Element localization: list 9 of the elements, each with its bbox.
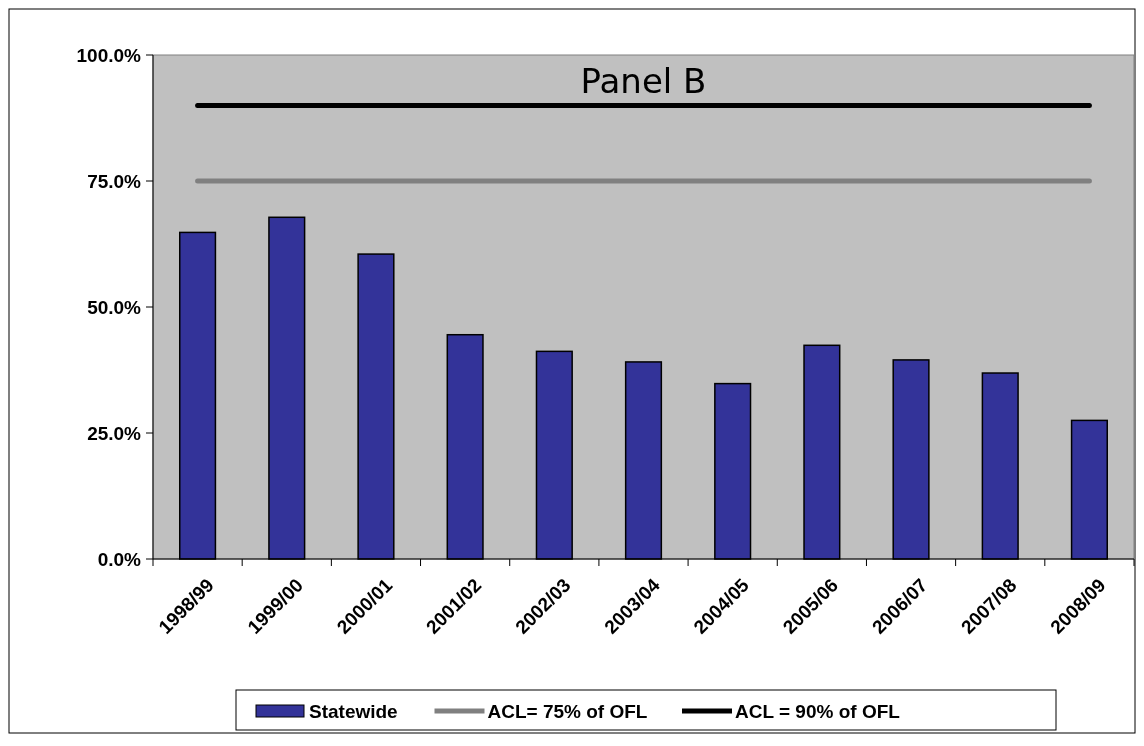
legend-label: ACL = 90% of OFL bbox=[735, 700, 901, 722]
y-tick-label: 100.0% bbox=[76, 44, 142, 66]
y-tick-label: 75.0% bbox=[87, 170, 142, 192]
chart-title: Panel B bbox=[580, 61, 707, 101]
legend-label: ACL= 75% of OFL bbox=[487, 700, 648, 722]
y-tick-label: 0.0% bbox=[97, 548, 142, 570]
y-tick-label: 25.0% bbox=[87, 422, 142, 444]
legend-label: Statewide bbox=[309, 700, 398, 722]
y-tick-label: 50.0% bbox=[87, 296, 142, 318]
